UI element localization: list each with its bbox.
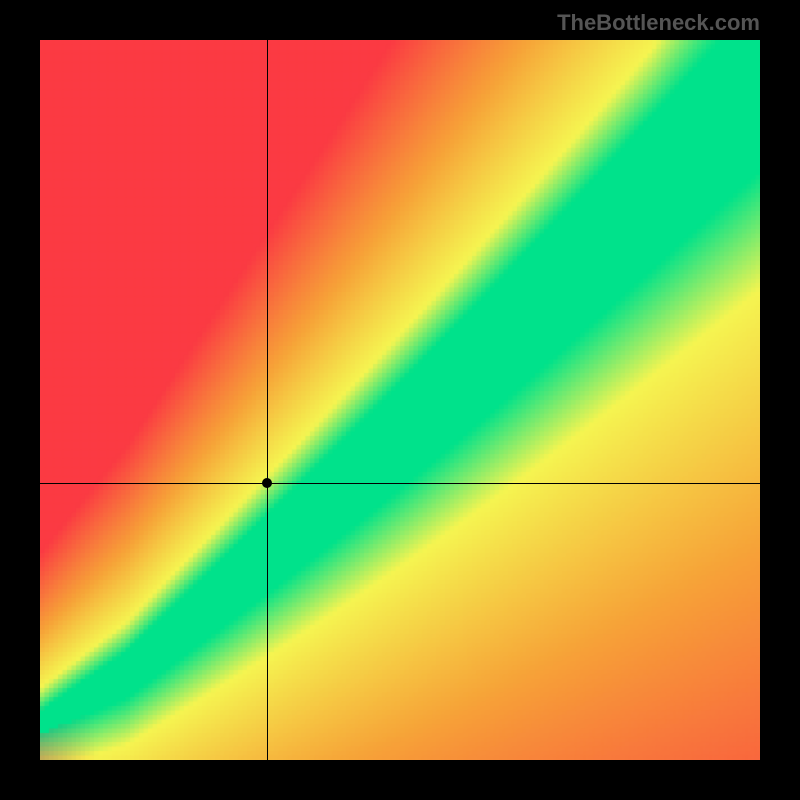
watermark-text: TheBottleneck.com	[557, 10, 760, 36]
bottleneck-marker-dot	[262, 478, 272, 488]
heatmap-chart	[40, 40, 760, 760]
crosshair-vertical	[267, 40, 268, 760]
heatmap-canvas	[40, 40, 760, 760]
crosshair-horizontal	[40, 483, 760, 484]
